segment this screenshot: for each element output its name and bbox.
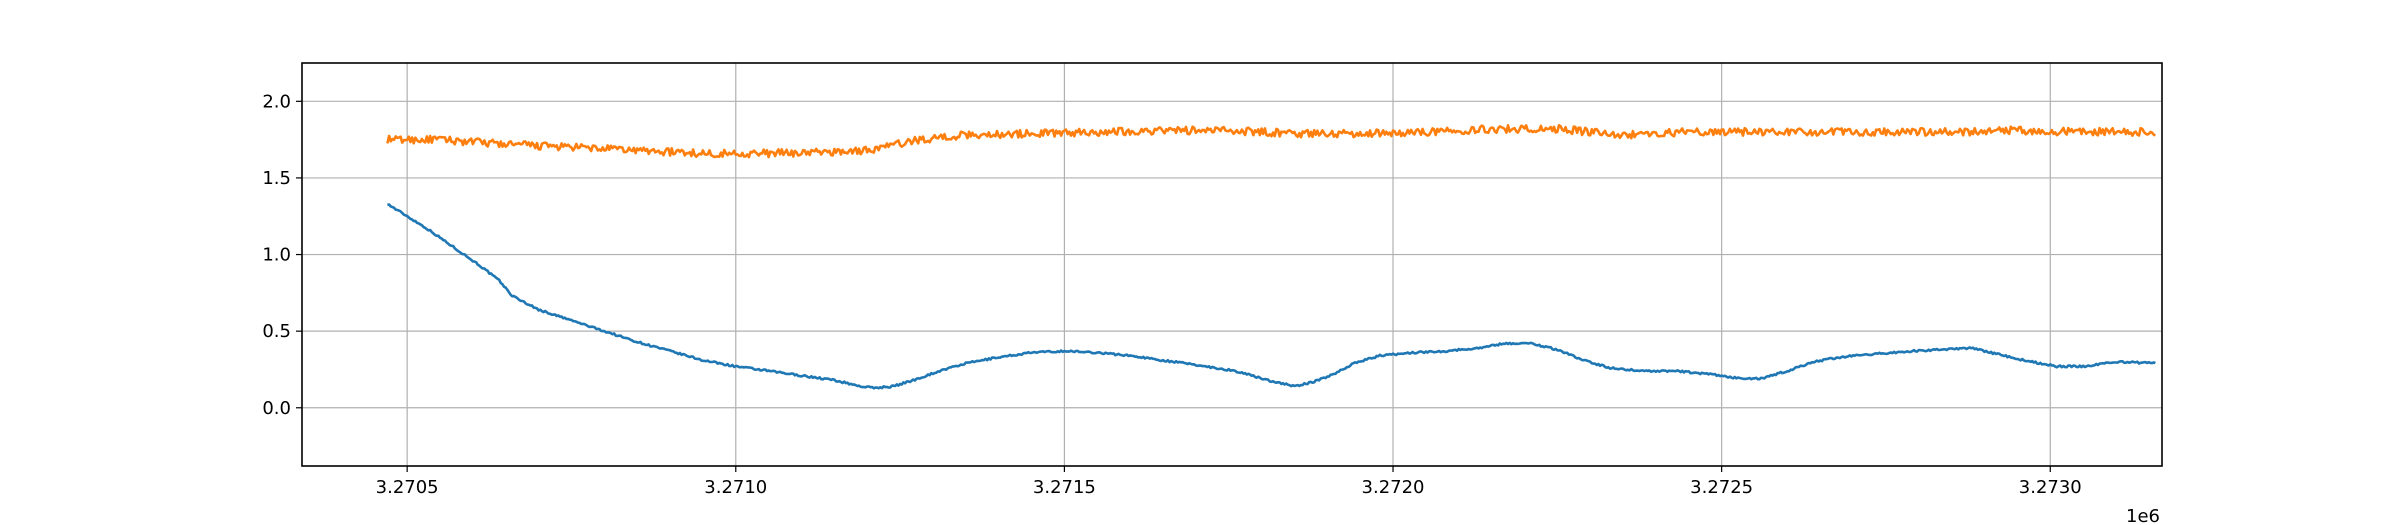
x-tick-label: 3.2715 [1033, 477, 1096, 498]
y-tick-label: 1.5 [262, 168, 291, 189]
x-axis-offset-label: 1e6 [2126, 506, 2160, 525]
y-tick-label: 0.5 [262, 321, 291, 342]
x-tick-label: 3.2730 [2019, 477, 2082, 498]
y-tick-label: 1.0 [262, 245, 291, 266]
plot-series [386, 124, 2156, 390]
plot-frame [301, 62, 2163, 467]
series-line [386, 124, 2156, 159]
x-tick-label: 3.2725 [1690, 477, 1753, 498]
y-tick-label: 2.0 [262, 91, 291, 112]
x-tick-label: 3.2705 [376, 477, 439, 498]
axis-ticks: 3.2705 3.2710 3.2715 3.2720 3.2725 3.2730 0.0 0… [262, 91, 2081, 498]
series-line [387, 203, 2156, 390]
y-tick-label: 0.0 [262, 398, 291, 419]
x-tick-label: 3.2720 [1362, 477, 1425, 498]
grid-lines [302, 63, 2162, 466]
x-tick-label: 3.2710 [704, 477, 767, 498]
